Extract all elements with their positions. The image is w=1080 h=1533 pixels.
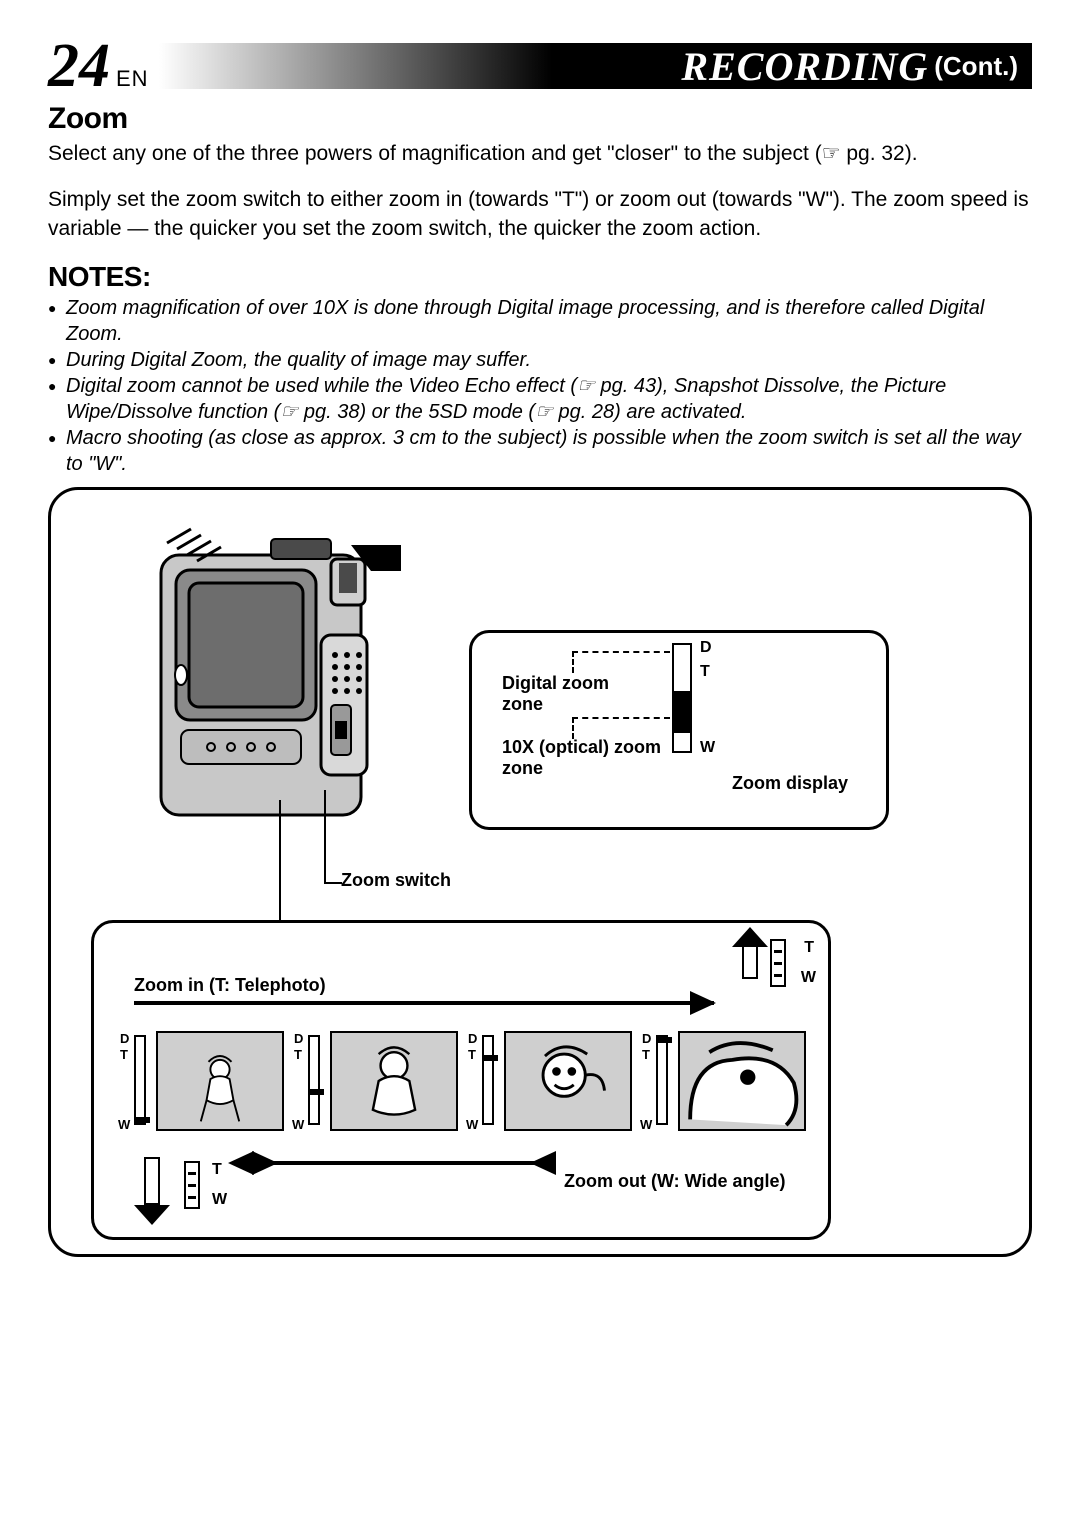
mini-scale-3 — [482, 1035, 494, 1125]
arrow-left-head — [228, 1151, 254, 1175]
zoom-paragraph-2: Simply set the zoom switch to either zoo… — [48, 186, 1032, 243]
mini-w: W — [640, 1117, 652, 1132]
mini-t: T — [642, 1047, 650, 1062]
note-item: Macro shooting (as close as approx. 3 cm… — [48, 425, 1032, 477]
switch-t-label: T — [212, 1161, 222, 1179]
mini-d: D — [294, 1031, 303, 1046]
page-header: 24 EN RECORDING (Cont.) — [48, 36, 1032, 96]
mini-t: T — [468, 1047, 476, 1062]
arrow-down-icon — [144, 1157, 160, 1205]
mini-w: W — [466, 1117, 478, 1132]
mini-t: T — [120, 1047, 128, 1062]
switch-t-label: T — [804, 939, 814, 957]
tw-switch-down: T W — [176, 1161, 208, 1209]
note-item: Zoom magnification of over 10X is done t… — [48, 295, 1032, 347]
note-item: During Digital Zoom, the quality of imag… — [48, 347, 1032, 373]
zoom-examples-panel: T W Zoom in (T: Telephoto) D T W D T W — [91, 920, 831, 1240]
mini-d: D — [120, 1031, 129, 1046]
zoom-display-caption: Zoom display — [732, 773, 848, 794]
zoom-switch-label: Zoom switch — [341, 870, 451, 891]
example-frame-3 — [504, 1031, 632, 1131]
arrow-right-icon — [134, 1001, 714, 1005]
zoom-display-scale — [672, 643, 692, 753]
mini-w: W — [118, 1117, 130, 1132]
section-title-bar: RECORDING (Cont.) — [159, 43, 1032, 89]
example-frame-1 — [156, 1031, 284, 1131]
leader-line — [324, 882, 342, 884]
leader-line — [279, 800, 281, 922]
mini-scale-1 — [134, 1035, 146, 1125]
section-title: RECORDING — [681, 43, 928, 90]
leader-line — [324, 790, 326, 882]
optical-zoom-zone-label: 10X (optical) zoom zone — [502, 737, 662, 779]
dash-line — [572, 651, 670, 653]
section-title-cont: (Cont.) — [934, 51, 1018, 82]
page-number-block: 24 EN — [48, 35, 149, 97]
tw-switch-up: T W — [762, 939, 794, 987]
notes-list: Zoom magnification of over 10X is done t… — [48, 295, 1032, 477]
mini-d: D — [642, 1031, 651, 1046]
switch-w-label: W — [801, 969, 816, 987]
scale-tick-t: T — [700, 663, 710, 681]
mini-w: W — [292, 1117, 304, 1132]
page-number: 24 — [48, 35, 110, 97]
example-frame-2 — [330, 1031, 458, 1131]
dash-line — [572, 717, 670, 719]
arrow-down-head — [134, 1205, 170, 1225]
zoom-out-label: Zoom out (W: Wide angle) — [564, 1171, 785, 1192]
zoom-display-panel: D T W Digital zoom zone 10X (optical) zo… — [469, 630, 889, 830]
dash-line — [572, 717, 574, 739]
zoom-in-label: Zoom in (T: Telephoto) — [134, 975, 326, 996]
digital-zoom-zone-label: Digital zoom zone — [502, 673, 642, 715]
page-language: EN — [116, 66, 149, 92]
notes-heading: NOTES: — [48, 261, 1032, 293]
scale-tick-w: W — [700, 739, 715, 757]
example-frame-4 — [678, 1031, 806, 1131]
dash-line — [572, 651, 574, 673]
mini-t: T — [294, 1047, 302, 1062]
scale-tick-d: D — [700, 639, 712, 657]
arrow-left-icon — [254, 1161, 554, 1165]
camera-illustration — [121, 515, 401, 855]
mini-scale-4 — [656, 1035, 668, 1125]
zoom-heading: Zoom — [48, 102, 1032, 136]
zoom-diagram: Zoom switch D T W Digital zoom zone 10X … — [48, 487, 1032, 1257]
mini-scale-2 — [308, 1035, 320, 1125]
zoom-paragraph-1: Select any one of the three powers of ma… — [48, 140, 1032, 168]
note-item: Digital zoom cannot be used while the Vi… — [48, 373, 1032, 425]
switch-w-label: W — [212, 1191, 227, 1209]
mini-d: D — [468, 1031, 477, 1046]
